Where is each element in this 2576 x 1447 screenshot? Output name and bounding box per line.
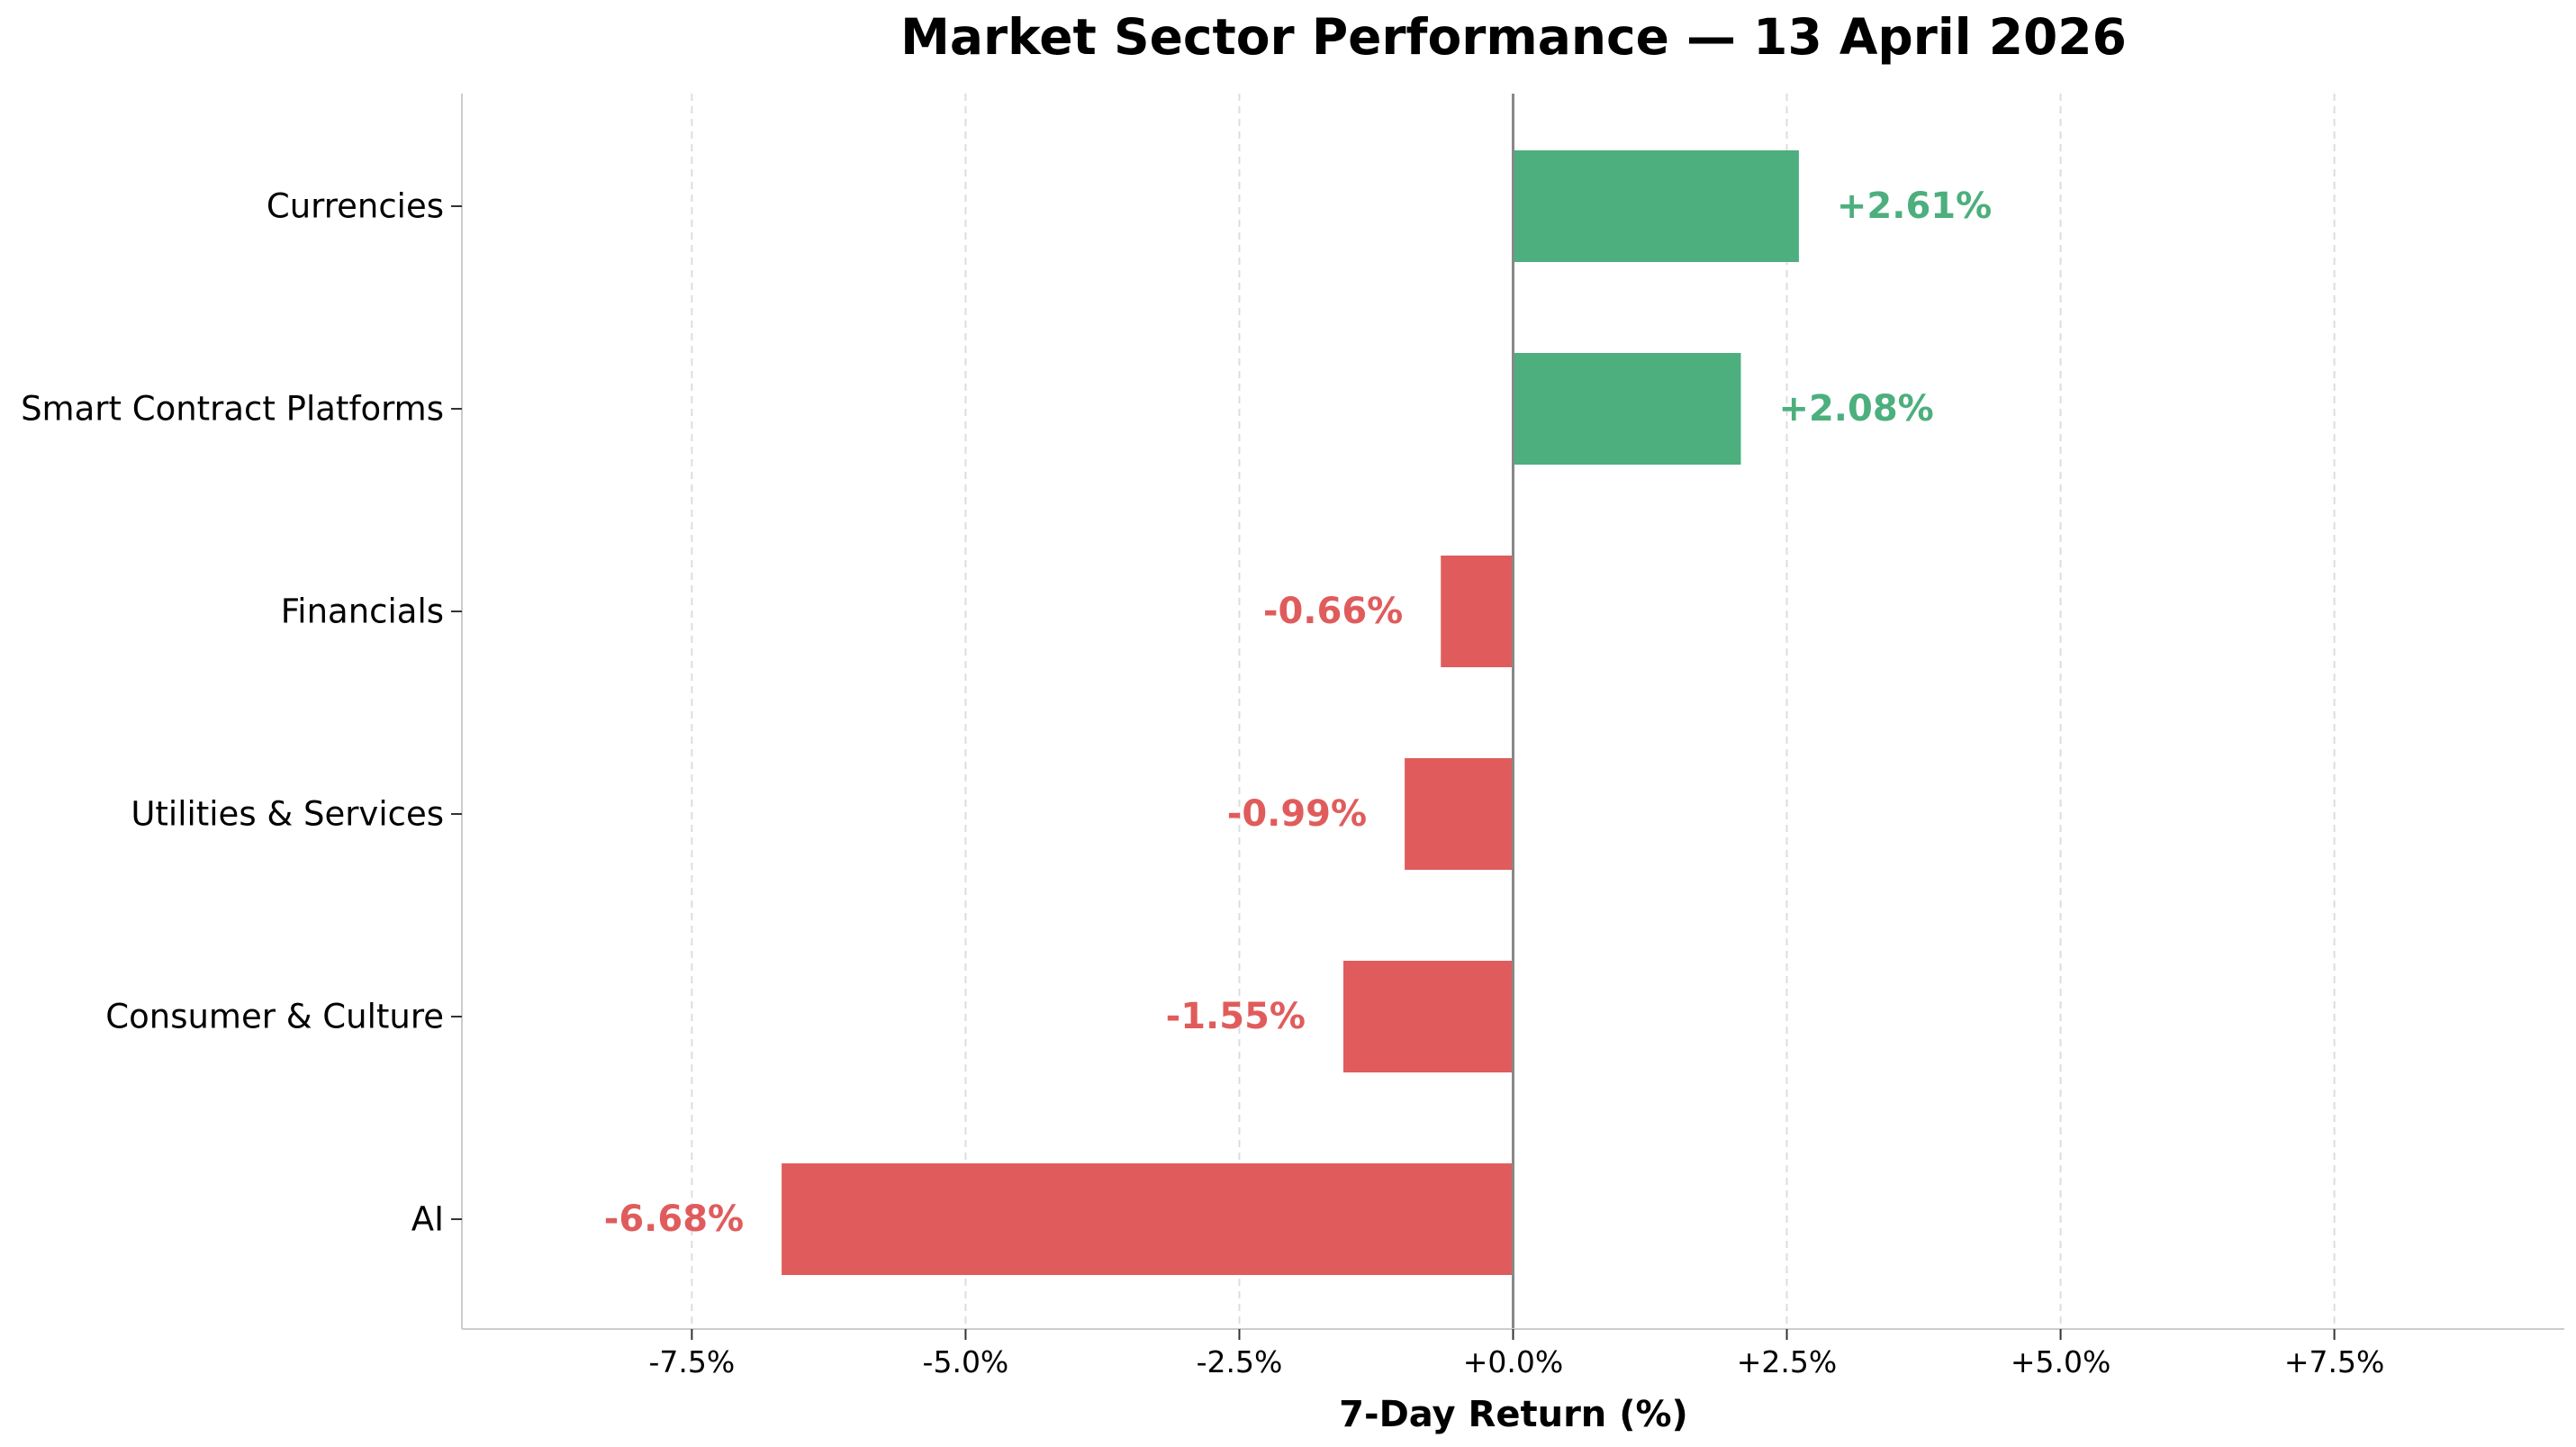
bar-value-label: -0.99% bbox=[1227, 793, 1367, 835]
bar-value-label: -6.68% bbox=[604, 1198, 744, 1240]
bar-0 bbox=[1513, 150, 1799, 262]
y-tick-label: Financials bbox=[281, 592, 444, 631]
x-tick-label: -2.5% bbox=[1197, 1344, 1283, 1379]
chart-title: Market Sector Performance — 13 April 202… bbox=[900, 8, 2127, 66]
bar-1 bbox=[1513, 353, 1741, 465]
grid bbox=[691, 94, 2336, 1329]
y-tick-label: Smart Contract Platforms bbox=[21, 390, 444, 429]
y-tick-label: Utilities & Services bbox=[131, 795, 444, 834]
bar-value-label: +2.08% bbox=[1778, 388, 1933, 430]
x-tick-label: -7.5% bbox=[649, 1344, 736, 1379]
axes: Currencies Smart Contract Platforms Financ… bbox=[21, 94, 2564, 1379]
bar-2 bbox=[1441, 556, 1514, 667]
bars bbox=[782, 150, 1799, 1275]
x-tick-label: +2.5% bbox=[1737, 1344, 1838, 1379]
bar-value-label: -0.66% bbox=[1263, 591, 1403, 632]
y-tick-label: AI bbox=[411, 1200, 444, 1239]
x-axis-label: 7-Day Return (%) bbox=[1339, 1394, 1688, 1435]
x-tick-label: -5.0% bbox=[923, 1344, 1009, 1379]
y-tick-label: Currencies bbox=[267, 187, 444, 226]
bar-3 bbox=[1405, 758, 1514, 870]
bar-4 bbox=[1342, 961, 1514, 1072]
bar-value-label: -1.55% bbox=[1166, 996, 1306, 1037]
x-tick-label: +0.0% bbox=[1463, 1344, 1564, 1379]
x-tick-label: +7.5% bbox=[2284, 1344, 2385, 1379]
bar-5 bbox=[782, 1163, 1514, 1275]
y-tick-label: Consumer & Culture bbox=[105, 998, 444, 1036]
bar-value-label: +2.61% bbox=[1837, 185, 1992, 227]
x-tick-label: +5.0% bbox=[2011, 1344, 2111, 1379]
value-labels: +2.61% +2.08% -0.66% -0.99% -1.55% -6.68% bbox=[604, 185, 1992, 1240]
